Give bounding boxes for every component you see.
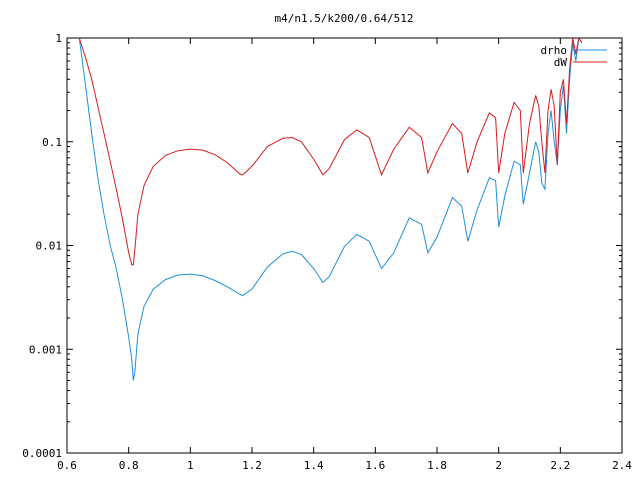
legend-label-dw: dW	[554, 56, 568, 69]
y-tick-label: 0.001	[29, 343, 62, 356]
y-tick-label: 0.0001	[22, 447, 62, 460]
x-tick-label: 1.2	[242, 459, 262, 472]
x-tick-label: 0.8	[119, 459, 139, 472]
plot-frame	[66, 37, 623, 454]
x-tick-label: 1.6	[365, 459, 385, 472]
y-tick-label: 0.1	[42, 136, 62, 149]
x-tick-label: 2.2	[550, 459, 570, 472]
series-layer	[78, 38, 583, 381]
x-tick-label: 2.4	[612, 459, 632, 472]
axes: 0.6 0.8 1 1.2 1.4 1.6 1.8 2 2.2 2.4 1 0.1 0.01 0.001 0…	[22, 32, 632, 472]
x-tick-label: 1.8	[427, 459, 447, 472]
y-tick-label: 1	[55, 32, 62, 45]
x-tick-label: 0.6	[57, 459, 77, 472]
y-tick-label: 0.01	[36, 240, 63, 253]
series-line-drho	[78, 38, 583, 381]
series-line-dw	[78, 38, 583, 266]
x-tick-label: 1	[187, 459, 194, 472]
x-tick-label: 2	[495, 459, 502, 472]
legend-label-drho: drho	[541, 44, 568, 57]
x-tick-label: 1.4	[304, 459, 324, 472]
chart-title: m4/n1.5/k200/0.64/512	[274, 12, 413, 25]
